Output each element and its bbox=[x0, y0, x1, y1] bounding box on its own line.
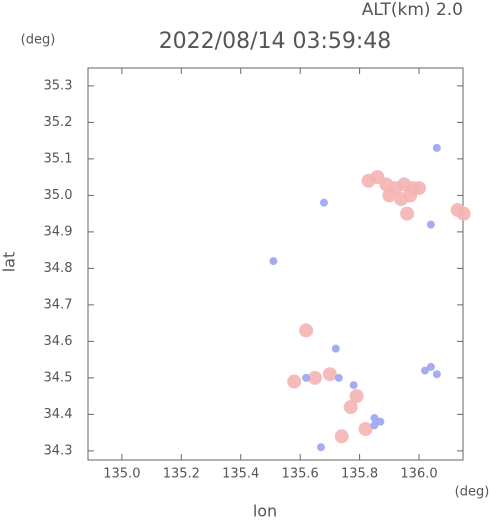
radar-echo bbox=[426, 362, 435, 371]
radar-echo bbox=[299, 323, 314, 338]
x-tick-label: 136.0 bbox=[400, 467, 437, 482]
x-tick-label: 135.8 bbox=[341, 467, 378, 482]
radar-echo bbox=[302, 373, 311, 382]
radar-echo bbox=[412, 181, 427, 196]
radar-echo bbox=[426, 220, 435, 229]
radar-echo bbox=[322, 367, 337, 382]
radar-echo bbox=[316, 443, 325, 452]
radar-echo bbox=[334, 429, 349, 444]
radar-echo bbox=[287, 374, 302, 389]
y-tick-label: 34.3 bbox=[44, 443, 73, 458]
radar-echo bbox=[334, 373, 343, 382]
radar-echo bbox=[370, 421, 379, 430]
radar-echo bbox=[382, 188, 397, 203]
altitude-label: ALT(km) 2.0 bbox=[362, 0, 463, 20]
radar-echo bbox=[456, 206, 471, 221]
radar-echo bbox=[376, 417, 385, 426]
y-tick-label: 34.5 bbox=[44, 370, 73, 385]
radar-echo bbox=[349, 389, 364, 404]
radar-echo bbox=[349, 381, 358, 390]
x-tick-label: 135.6 bbox=[282, 467, 319, 482]
plot-frame bbox=[87, 67, 464, 461]
x-tick-label: 135.2 bbox=[163, 467, 200, 482]
y-axis-label: lat bbox=[0, 252, 19, 273]
y-tick-label: 35.1 bbox=[44, 151, 73, 166]
x-tick-label: 135.0 bbox=[103, 467, 140, 482]
radar-echo bbox=[308, 370, 323, 385]
y-tick-label: 34.4 bbox=[44, 407, 73, 422]
chart-title: 2022/08/14 03:59:48 bbox=[159, 29, 392, 54]
x-tick-label: 135.4 bbox=[222, 467, 259, 482]
radar-echo bbox=[331, 344, 340, 353]
radar-echo bbox=[269, 257, 278, 266]
x-axis-label: lon bbox=[253, 502, 277, 521]
radar-echo bbox=[432, 143, 441, 152]
y-tick-label: 34.6 bbox=[44, 334, 73, 349]
radar-echo bbox=[420, 366, 429, 375]
radar-echo bbox=[343, 400, 358, 415]
radar-echo bbox=[400, 206, 415, 221]
y-tick-label: 34.8 bbox=[44, 261, 73, 276]
y-tick-label: 34.9 bbox=[44, 224, 73, 239]
x-unit: (deg) bbox=[455, 485, 490, 500]
radar-echo bbox=[432, 370, 441, 379]
y-tick-label: 34.7 bbox=[44, 297, 73, 312]
y-tick-label: 35.0 bbox=[44, 188, 73, 203]
radar-echo bbox=[358, 421, 373, 436]
y-tick-label: 35.2 bbox=[44, 115, 73, 130]
radar-echo bbox=[370, 414, 379, 423]
radar-echo bbox=[319, 198, 328, 207]
y-unit: (deg) bbox=[21, 33, 56, 48]
y-tick-label: 35.3 bbox=[44, 78, 73, 93]
